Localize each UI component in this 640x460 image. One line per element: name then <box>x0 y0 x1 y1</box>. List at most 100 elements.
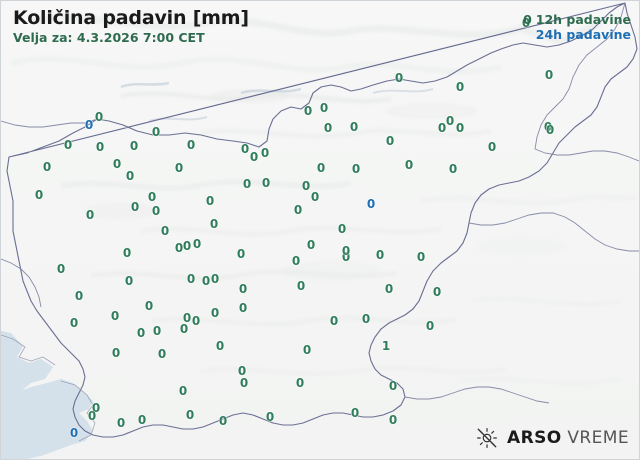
station-value: 0 <box>34 188 44 202</box>
station-value: 0 <box>116 416 126 430</box>
station-value: 0 <box>151 204 161 218</box>
station-value: 0 <box>91 401 101 415</box>
station-value: 0 <box>404 158 414 172</box>
hydrography <box>120 81 434 122</box>
station-value: 0 <box>178 384 188 398</box>
gulf-of-trieste <box>1 379 93 459</box>
station-value: 0 <box>130 200 140 214</box>
station-value: 0 <box>455 121 465 135</box>
slovenia-national-border <box>6 2 638 438</box>
station-value: 0 <box>375 248 385 262</box>
station-value: 0 <box>87 409 97 423</box>
station-value: 0 <box>191 314 201 328</box>
station-value: 0 <box>455 80 465 94</box>
station-value: 0 <box>425 319 435 333</box>
legend-item-24h: 24h padavine <box>523 27 631 42</box>
station-value: 0 <box>124 274 134 288</box>
station-value: 0 <box>521 16 531 30</box>
station-value: 0 <box>157 347 167 361</box>
station-value: 0 <box>84 118 94 132</box>
station-value: 0 <box>487 140 497 154</box>
station-value: 0 <box>94 110 104 124</box>
station-value: 0 <box>69 316 79 330</box>
page-title: Količina padavin [mm] <box>13 7 249 29</box>
station-value: 0 <box>261 176 271 190</box>
station-value: 0 <box>432 285 442 299</box>
station-value: 0 <box>85 208 95 222</box>
station-value: 0 <box>249 150 259 164</box>
station-value: 0 <box>69 426 79 440</box>
station-value: 0 <box>394 71 404 85</box>
station-value: 0 <box>301 179 311 193</box>
station-value: 0 <box>125 169 135 183</box>
station-value: 0 <box>185 408 195 422</box>
station-value: 0 <box>236 247 246 261</box>
station-value: 0 <box>111 346 121 360</box>
station-value: 0 <box>319 101 329 115</box>
legend-label-24h: 24h padavine <box>535 27 631 42</box>
station-value: 0 <box>416 250 426 264</box>
valid-time-subtitle: Velja za: 4.3.2026 7:00 CET <box>13 30 205 45</box>
station-value: 0 <box>218 414 228 428</box>
station-value: 0 <box>260 146 270 160</box>
station-value: 0 <box>238 301 248 315</box>
station-value: 0 <box>129 139 139 153</box>
station-value: 0 <box>122 246 132 260</box>
legend-item-12h: 0 12h padavine <box>523 12 631 27</box>
station-value: 0 <box>296 279 306 293</box>
terrain-relief <box>10 14 638 386</box>
station-value: 0 <box>349 120 359 134</box>
station-value: 0 <box>192 237 202 251</box>
station-value: 0 <box>361 312 371 326</box>
station-value: 0 <box>302 343 312 357</box>
station-value: 0 <box>186 138 196 152</box>
station-value: 0 <box>341 244 351 258</box>
station-value: 0 <box>174 241 184 255</box>
station-value: 0 <box>147 190 157 204</box>
station-value: 0 <box>384 282 394 296</box>
station-value: 0 <box>545 123 555 137</box>
station-value: 0 <box>265 410 275 424</box>
station-value: 0 <box>201 274 211 288</box>
station-value: 0 <box>445 114 455 128</box>
station-value: 0 <box>341 250 351 264</box>
header-block: Količina padavin [mm] Velja za: 4.3.2026… <box>13 7 249 46</box>
station-value: 0 <box>366 197 376 211</box>
coastline-detail <box>1 334 96 442</box>
station-value: 0 <box>385 134 395 148</box>
legend-label-12h: 12h padavine <box>535 12 631 27</box>
station-value: 0 <box>310 190 320 204</box>
station-value: 0 <box>182 239 192 253</box>
station-value: 0 <box>112 157 122 171</box>
station-value: 0 <box>151 125 161 139</box>
station-value: 0 <box>388 413 398 427</box>
brand-text: ARSO VREME <box>507 428 629 448</box>
station-value: 0 <box>238 282 248 296</box>
station-value: 0 <box>242 177 252 191</box>
station-value: 0 <box>437 121 447 135</box>
station-value: 0 <box>182 311 192 325</box>
station-value: 0 <box>544 68 554 82</box>
station-value: 0 <box>239 376 249 390</box>
station-value: 0 <box>215 339 225 353</box>
adriatic-sea <box>1 331 53 405</box>
station-value: 0 <box>95 140 105 154</box>
station-value: 0 <box>306 238 316 252</box>
station-value: 0 <box>56 262 66 276</box>
station-value: 0 <box>293 203 303 217</box>
legend: 0 12h padavine 24h padavine <box>523 12 631 42</box>
station-value: 0 <box>209 217 219 231</box>
station-value: 0 <box>144 299 154 313</box>
station-value: 0 <box>137 413 147 427</box>
station-value: 0 <box>210 306 220 320</box>
station-value: 0 <box>186 272 196 286</box>
station-value: 0 <box>329 314 339 328</box>
sun-weather-icon <box>477 428 497 448</box>
station-value: 0 <box>160 224 170 238</box>
brand-name-vreme: VREME <box>567 428 629 448</box>
station-value: 0 <box>351 162 361 176</box>
station-value: 0 <box>388 379 398 393</box>
station-value: 0 <box>174 161 184 175</box>
